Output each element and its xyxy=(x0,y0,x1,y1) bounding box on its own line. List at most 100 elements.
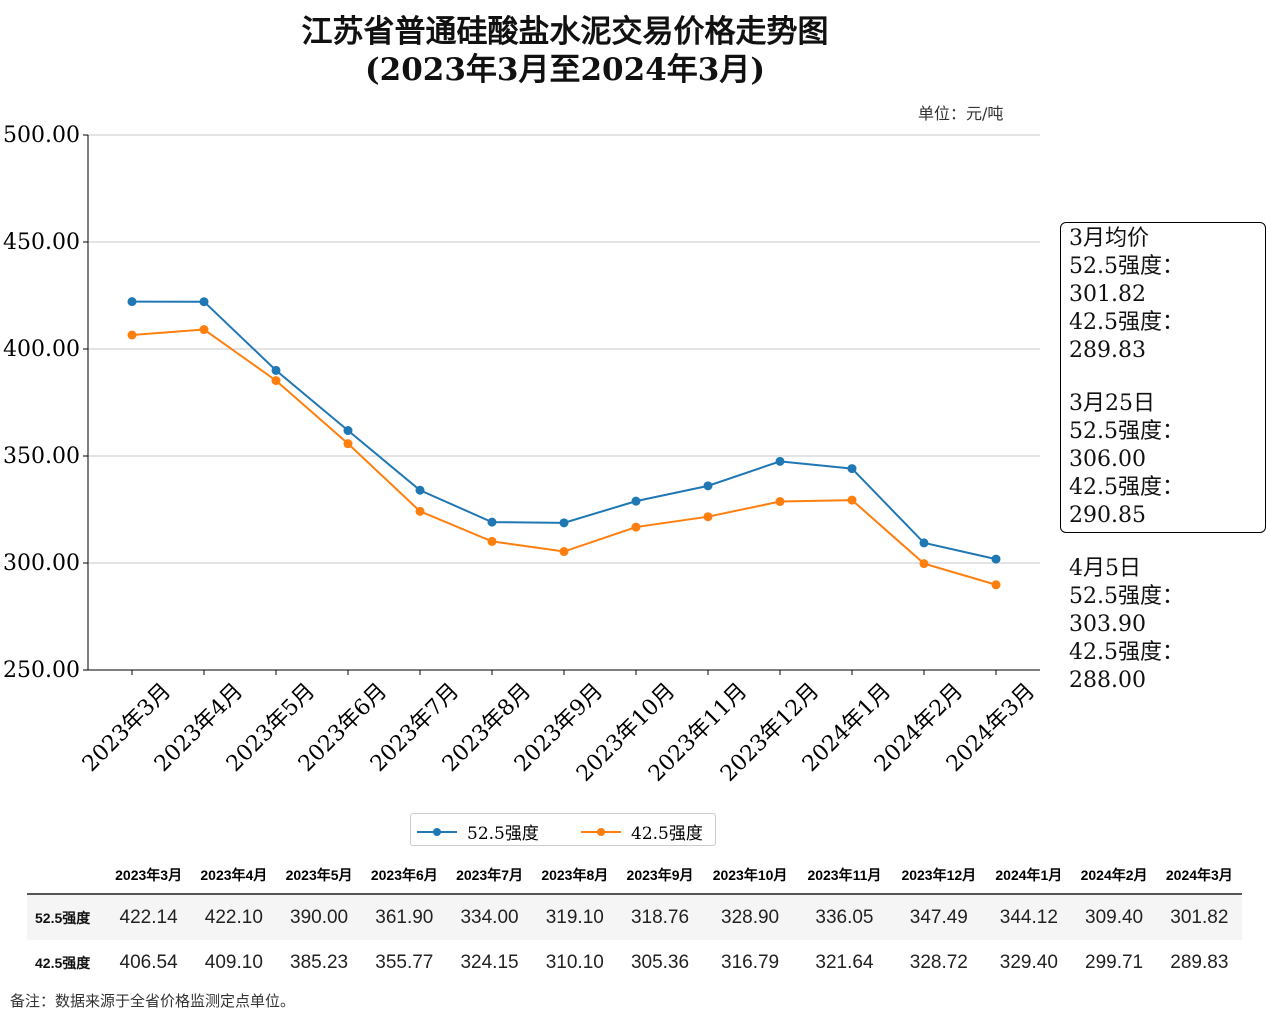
row-header: 42.5强度 xyxy=(35,954,91,971)
table-cell: 355.77 xyxy=(375,951,434,973)
table-cell: 316.79 xyxy=(721,951,780,973)
table-cell: 328.72 xyxy=(909,951,968,973)
annotation-line: 52.5强度： 306.00 xyxy=(1069,419,1184,472)
table-cell: 305.36 xyxy=(630,951,690,973)
data-point xyxy=(703,481,713,491)
price-annotation-box: 3月均价 52.5强度： 301.82 42.5强度： 289.83 3月25日 52.… xyxy=(1060,222,1266,693)
column-header: 2024年3月 xyxy=(1156,857,1242,895)
table-cell: 344.12 xyxy=(986,894,1072,940)
data-point xyxy=(343,439,353,449)
line-chart: 250.00300.00350.00400.00450.00500.002023… xyxy=(3,123,1040,787)
data-point xyxy=(847,495,857,505)
data-point xyxy=(631,496,641,506)
data-point xyxy=(919,559,929,569)
y-tick-label: 450.00 xyxy=(3,230,80,255)
table-cell: 328.90 xyxy=(702,894,798,940)
column-header: 2024年1月 xyxy=(986,857,1072,895)
table-cell: 289.83 xyxy=(1170,951,1229,973)
data-point xyxy=(991,554,1001,564)
table-cell: 301.82 xyxy=(1156,894,1242,940)
data-point xyxy=(775,497,785,507)
footnote: 备注：数据来源于全省价格监测定点单位。 xyxy=(10,992,296,1010)
data-table: 2023年3月 2023年4月 2023年5月 2023年6月 2023年7月 2023年… xyxy=(27,857,1242,985)
column-header: 2023年7月 xyxy=(446,857,533,895)
column-header: 2023年12月 xyxy=(891,857,987,895)
table-cell: 319.10 xyxy=(532,894,618,940)
table-cell: 347.49 xyxy=(891,894,987,940)
legend: 52.5强度 42.5强度 xyxy=(410,813,716,846)
column-header: 2023年8月 xyxy=(532,857,618,895)
legend-label: 42.5强度 xyxy=(631,824,703,844)
annotation-line: 4月5日 xyxy=(1069,556,1141,581)
legend-marker-orange xyxy=(581,827,621,836)
y-tick-label: 300.00 xyxy=(3,551,80,576)
data-point xyxy=(271,365,281,375)
table-cell: 406.54 xyxy=(119,951,178,973)
data-point xyxy=(487,517,497,527)
data-point xyxy=(127,330,137,340)
y-tick-label: 350.00 xyxy=(3,444,80,469)
data-point xyxy=(271,376,281,386)
table-row: 42.5强度 406.54 409.10 385.23 355.77 324.15 310.… xyxy=(27,940,1242,985)
column-header: 2023年10月 xyxy=(702,857,798,895)
data-point xyxy=(487,536,497,546)
unit-label: 单位：元/吨 xyxy=(918,104,1004,123)
annotation-line: 42.5强度： 289.83 xyxy=(1069,310,1184,363)
column-header: 2023年5月 xyxy=(276,857,362,895)
column-header: 2023年4月 xyxy=(191,857,277,895)
column-header: 2023年3月 xyxy=(106,857,192,895)
y-tick-label: 250.00 xyxy=(3,658,80,683)
data-point xyxy=(415,485,425,495)
corner-cell xyxy=(27,857,106,895)
table-cell: 409.10 xyxy=(204,951,263,973)
annotation-line: 42.5强度： 288.00 xyxy=(1069,640,1184,693)
column-header: 2023年11月 xyxy=(797,857,892,895)
y-tick-label: 500.00 xyxy=(3,123,80,148)
legend-item-42.5: 42.5强度 xyxy=(581,819,703,844)
table-cell: 361.90 xyxy=(361,894,447,940)
table-row: 52.5强度 422.14 422.10 390.00 361.90 334.00 319.… xyxy=(27,894,1242,940)
data-point xyxy=(775,456,785,466)
series-line-42.5强度 xyxy=(131,328,997,586)
data-point xyxy=(631,522,641,532)
chart-subtitle: (2023年3月至2024年3月) xyxy=(364,52,766,88)
table-cell: 309.40 xyxy=(1071,894,1157,940)
data-point xyxy=(919,538,929,548)
table-cell: 336.05 xyxy=(797,894,892,940)
legend-item-52.5: 52.5强度 xyxy=(417,819,539,844)
table-cell: 310.10 xyxy=(545,951,604,973)
data-point xyxy=(703,512,713,522)
annotation-line: 52.5强度： 301.82 xyxy=(1069,254,1184,307)
annotation-line: 52.5强度： 303.90 xyxy=(1069,584,1184,637)
data-point xyxy=(991,580,1001,590)
table-cell: 390.00 xyxy=(276,894,362,940)
table-cell: 422.10 xyxy=(191,894,277,940)
data-point xyxy=(199,325,209,335)
annotation-line: 42.5强度： 290.85 xyxy=(1069,475,1184,528)
data-point xyxy=(415,506,425,516)
chart-title: 江苏省普通硅酸盐水泥交易价格走势图 xyxy=(301,14,829,50)
column-header: 2023年9月 xyxy=(617,857,703,895)
table-cell: 318.76 xyxy=(617,894,703,940)
legend-label: 52.5强度 xyxy=(467,824,539,844)
annotation-line: 3月25日 xyxy=(1069,391,1155,416)
y-tick-label: 400.00 xyxy=(3,337,80,362)
table-cell: 329.40 xyxy=(999,951,1058,973)
legend-marker-blue xyxy=(417,827,457,836)
table-cell: 321.64 xyxy=(815,951,874,973)
data-point xyxy=(127,297,137,307)
annotation-line: 3月均价 xyxy=(1069,226,1149,251)
column-header: 2024年2月 xyxy=(1071,857,1157,895)
row-header: 52.5强度 xyxy=(27,894,106,940)
data-point xyxy=(199,297,209,307)
data-point xyxy=(559,518,569,528)
data-point xyxy=(559,547,569,557)
data-point xyxy=(343,426,353,436)
table-cell: 385.23 xyxy=(290,951,349,973)
data-point xyxy=(847,464,857,474)
table-cell: 422.14 xyxy=(106,894,192,940)
table-cell: 324.15 xyxy=(460,951,519,973)
column-header: 2023年6月 xyxy=(361,857,447,895)
table-cell: 334.00 xyxy=(446,894,533,940)
table-cell: 299.71 xyxy=(1085,951,1144,973)
